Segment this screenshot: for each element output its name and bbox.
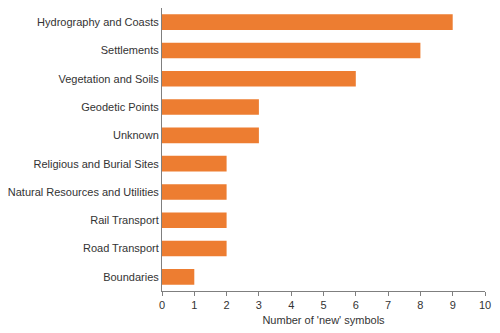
svg-text:Number of 'new' symbols: Number of 'new' symbols — [262, 314, 385, 326]
svg-text:5: 5 — [320, 299, 326, 311]
svg-text:1: 1 — [191, 299, 197, 311]
svg-text:Geodetic Points: Geodetic Points — [81, 101, 159, 113]
svg-text:Unknown: Unknown — [113, 129, 159, 141]
svg-text:10: 10 — [479, 299, 491, 311]
svg-text:8: 8 — [417, 299, 423, 311]
svg-text:3: 3 — [256, 299, 262, 311]
svg-text:Vegetation and Soils: Vegetation and Soils — [58, 73, 159, 85]
svg-text:Hydrography and Coasts: Hydrography and Coasts — [37, 16, 159, 28]
svg-text:7: 7 — [385, 299, 391, 311]
svg-text:Road Transport: Road Transport — [83, 242, 159, 254]
svg-text:Boundaries: Boundaries — [103, 271, 159, 283]
svg-text:Rail Transport: Rail Transport — [90, 214, 158, 226]
svg-text:Natural Resources and Utilitie: Natural Resources and Utilities — [8, 186, 160, 198]
svg-text:Religious and Burial Sites: Religious and Burial Sites — [33, 158, 159, 170]
svg-text:0: 0 — [159, 299, 165, 311]
svg-text:9: 9 — [450, 299, 456, 311]
svg-text:6: 6 — [353, 299, 359, 311]
svg-text:Settlements: Settlements — [101, 44, 160, 56]
svg-text:4: 4 — [288, 299, 294, 311]
svg-text:2: 2 — [224, 299, 230, 311]
